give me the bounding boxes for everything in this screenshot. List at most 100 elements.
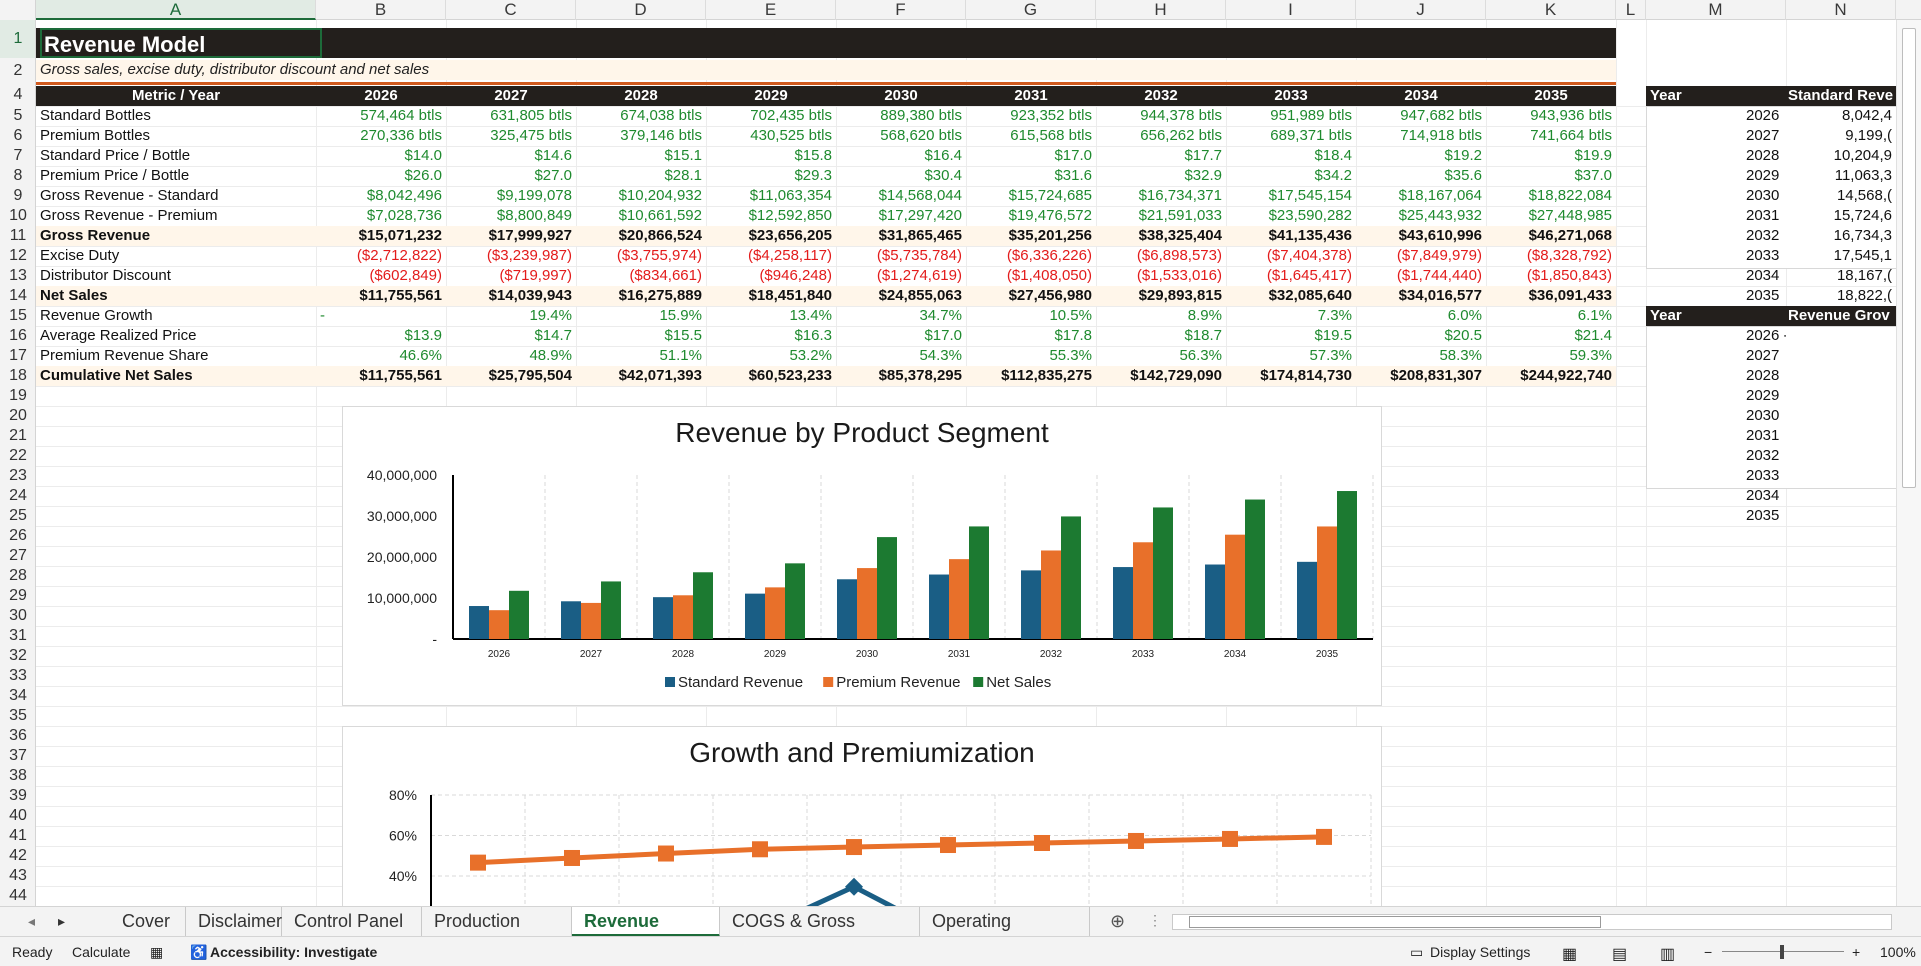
value-cell[interactable]: 689,371 btls	[1270, 127, 1352, 144]
row-header-5[interactable]: 5	[13, 107, 23, 124]
value-cell[interactable]: $142,729,090	[1130, 367, 1222, 384]
side-year-cell[interactable]: 2030	[1746, 187, 1780, 204]
value-cell[interactable]: 631,805 btls	[490, 107, 572, 124]
sheet-subtitle[interactable]: Gross sales, excise duty, distributor di…	[36, 60, 1616, 80]
value-cell[interactable]: 674,038 btls	[620, 107, 702, 124]
column-header-k[interactable]: K	[1486, 0, 1616, 20]
value-cell[interactable]: 714,918 btls	[1400, 127, 1482, 144]
row-header-14[interactable]: 14	[9, 287, 27, 304]
row-header-12[interactable]: 12	[9, 247, 27, 264]
value-cell[interactable]: 53.2%	[789, 347, 832, 364]
value-cell[interactable]: 6.1%	[1577, 307, 1612, 324]
column-header-d[interactable]: D	[576, 0, 706, 20]
year-header-2029[interactable]: 2029	[754, 87, 788, 104]
side-value-cell[interactable]: 8,042,4	[1841, 107, 1892, 124]
column-header-g[interactable]: G	[966, 0, 1096, 20]
zoom-in-icon[interactable]: +	[1852, 944, 1861, 960]
value-cell[interactable]: ($3,755,974)	[616, 247, 702, 264]
more-options-icon[interactable]: ⋮	[1148, 912, 1162, 928]
value-cell[interactable]: 51.1%	[659, 347, 702, 364]
value-cell[interactable]: $27,448,985	[1528, 207, 1612, 224]
row-header-17[interactable]: 17	[9, 347, 27, 364]
value-cell[interactable]: 54.3%	[919, 347, 962, 364]
metric-label[interactable]: Revenue Growth	[40, 307, 153, 324]
value-cell[interactable]: $34.2	[1314, 167, 1352, 184]
value-cell[interactable]: 56.3%	[1179, 347, 1222, 364]
value-cell[interactable]: $17,297,420	[878, 207, 962, 224]
value-cell[interactable]: ($1,533,016)	[1136, 267, 1222, 284]
column-header-a[interactable]: A	[36, 0, 316, 20]
column-header-m[interactable]: M	[1646, 0, 1786, 20]
side-year-cell[interactable]: 2032	[1746, 227, 1780, 244]
value-cell[interactable]: 7.3%	[1317, 307, 1352, 324]
row-header-22[interactable]: 22	[9, 447, 27, 464]
side-year-cell[interactable]: 2027	[1746, 347, 1780, 364]
side-value-cell[interactable]: 9,199,(	[1845, 127, 1892, 144]
accessibility-icon[interactable]: ♿	[190, 944, 208, 960]
zoom-slider-thumb[interactable]	[1780, 945, 1784, 959]
value-cell[interactable]: $60,523,233	[748, 367, 832, 384]
year-header-2030[interactable]: 2030	[884, 87, 918, 104]
value-cell[interactable]: $27.0	[534, 167, 572, 184]
row-header-16[interactable]: 16	[9, 327, 27, 344]
row-header-2[interactable]: 2	[13, 62, 23, 79]
horizontal-scroll-thumb[interactable]	[1189, 916, 1601, 928]
row-header-11[interactable]: 11	[9, 227, 27, 244]
column-header-f[interactable]: F	[836, 0, 966, 20]
value-cell[interactable]: $15,071,232	[358, 227, 442, 244]
value-cell[interactable]: $18,451,840	[748, 287, 832, 304]
value-cell[interactable]: 923,352 btls	[1010, 107, 1092, 124]
value-cell[interactable]: 951,989 btls	[1270, 107, 1352, 124]
row-header-39[interactable]: 39	[9, 787, 27, 804]
row-header-28[interactable]: 28	[9, 567, 27, 584]
worksheet-grid[interactable]: Revenue Model Gross sales, excise duty, …	[36, 20, 1896, 906]
value-cell[interactable]: $32.9	[1184, 167, 1222, 184]
value-cell[interactable]: $25,443,932	[1398, 207, 1482, 224]
zoom-out-icon[interactable]: −	[1704, 944, 1713, 960]
vertical-scrollbar[interactable]	[1896, 20, 1921, 906]
row-header-41[interactable]: 41	[9, 827, 27, 844]
value-cell[interactable]: $19.2	[1444, 147, 1482, 164]
metric-label[interactable]: Gross Revenue - Premium	[40, 207, 218, 224]
row-header-30[interactable]: 30	[9, 607, 27, 624]
side-year-cell[interactable]: 2034	[1746, 487, 1780, 504]
value-cell[interactable]: $31,865,465	[878, 227, 962, 244]
value-cell[interactable]: $11,063,354	[749, 187, 832, 204]
value-cell[interactable]: $18.4	[1314, 147, 1352, 164]
value-cell[interactable]: $17,999,927	[488, 227, 572, 244]
metric-label[interactable]: Standard Bottles	[40, 107, 151, 124]
value-cell[interactable]: ($1,850,843)	[1526, 267, 1612, 284]
value-cell[interactable]: $19.5	[1314, 327, 1352, 344]
row-header-32[interactable]: 32	[9, 647, 27, 664]
row-header-18[interactable]: 18	[9, 367, 27, 384]
row-header-24[interactable]: 24	[9, 487, 27, 504]
value-cell[interactable]: $28.1	[664, 167, 702, 184]
macro-recording-icon[interactable]: ▦	[150, 944, 164, 960]
growth-premiumization-chart[interactable]: Growth and Premiumization 80% 60% 40%	[342, 726, 1382, 906]
value-cell[interactable]: ($946,248)	[759, 267, 832, 284]
row-header-42[interactable]: 42	[9, 847, 27, 864]
value-cell[interactable]: $8,042,496	[366, 187, 442, 204]
sheet-tab-revenue-model[interactable]: Revenue Model	[572, 907, 720, 959]
value-cell[interactable]: ($1,645,417)	[1266, 267, 1352, 284]
side-value-cell[interactable]: 15,724,6	[1833, 207, 1892, 224]
value-cell[interactable]: 325,475 btls	[490, 127, 572, 144]
value-cell[interactable]: $21.4	[1574, 327, 1612, 344]
row-header-35[interactable]: 35	[9, 707, 27, 724]
side-year-cell[interactable]: 2031	[1746, 427, 1780, 444]
year-header-2031[interactable]: 2031	[1014, 87, 1048, 104]
sheet-tab-cogs-gross-margin[interactable]: COGS & Gross Margin	[720, 907, 920, 959]
side-year-cell[interactable]: 2033	[1746, 247, 1780, 264]
value-cell[interactable]: $85,378,295	[878, 367, 962, 384]
row-header-44[interactable]: 44	[9, 887, 27, 904]
value-cell[interactable]: $10,661,592	[618, 207, 702, 224]
value-cell[interactable]: 889,380 btls	[880, 107, 962, 124]
metric-label[interactable]: Premium Bottles	[40, 127, 151, 144]
display-settings-icon[interactable]: ▭	[1410, 944, 1424, 960]
column-header-e[interactable]: E	[706, 0, 836, 20]
value-cell[interactable]: ($1,408,050)	[1006, 267, 1092, 284]
value-cell[interactable]: $11,755,561	[359, 287, 442, 304]
row-header-4[interactable]: 4	[13, 86, 23, 103]
side-year-cell[interactable]: 2035	[1746, 507, 1780, 524]
metric-label[interactable]: Gross Revenue	[40, 227, 151, 244]
